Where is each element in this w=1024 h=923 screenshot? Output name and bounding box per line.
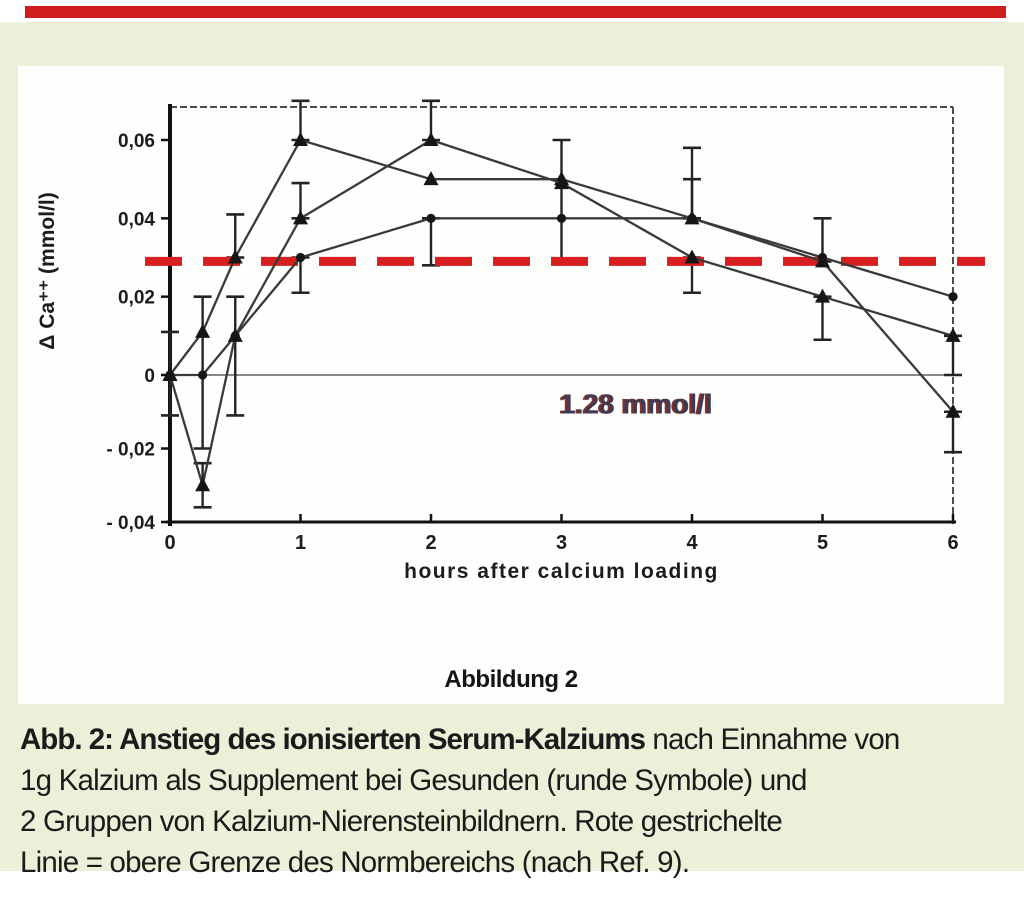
y-axis-title: Δ Ca⁺⁺ (mmol/l) <box>36 192 59 349</box>
figure-panel: 0,06 0,04 0,02 0 - 0,02 - 0,04 0 1 2 3 4 5 6 hours af… <box>0 22 1024 879</box>
triangle-marker <box>293 131 308 146</box>
triangle-marker <box>684 249 700 264</box>
y-tick-label: 0,06 <box>118 131 155 152</box>
x-tick-label: 2 <box>425 532 436 554</box>
y-tick-label: 0,02 <box>118 288 155 309</box>
triangle-marker <box>227 249 243 264</box>
x-tick-label: 6 <box>947 532 958 554</box>
x-tick-label: 1 <box>295 532 306 554</box>
x-axis-title: hours after calcium loading <box>404 560 719 583</box>
svg-text:1.28 mmol/l: 1.28 mmol/l <box>558 388 711 419</box>
x-tick-label: 0 <box>164 532 175 554</box>
y-tick-label: - 0,04 <box>106 513 155 534</box>
y-tick-label: - 0,02 <box>106 440 155 461</box>
caption-line-4: Linie = obere Grenze des Normbereichs (n… <box>20 846 690 879</box>
error-bars <box>161 99 962 509</box>
figure-chart-svg: 0,06 0,04 0,02 0 - 0,02 - 0,04 0 1 2 3 4 5 6 hours af… <box>36 99 985 583</box>
series-stoneformers-1 <box>162 131 961 418</box>
triangle-marker <box>423 131 439 146</box>
triangle-marker <box>815 288 830 303</box>
x-tick-label: 4 <box>686 532 698 554</box>
annotation-1-28-mmol: 1.28 mmol/l1.28 mmol/l <box>558 388 713 419</box>
figure-label: Abbildung 2 <box>444 666 578 693</box>
triangle-marker <box>945 403 961 418</box>
caption-line-2: 1g Kalzium als Supplement bei Gesunden (… <box>20 764 807 797</box>
circle-marker <box>426 213 436 223</box>
caption-line-1-rest: nach Einnahme von <box>644 723 900 756</box>
circle-marker <box>556 213 567 223</box>
caption-line-3: 2 Gruppen von Kalzium-Nierensteinbildner… <box>20 805 783 838</box>
circle-marker <box>948 292 958 302</box>
x-tick-label: 3 <box>556 532 567 554</box>
caption-line-1: Abb. 2: Anstieg des ionisierten Serum-Ka… <box>20 719 1010 760</box>
triangle-marker <box>195 323 211 338</box>
triangle-marker <box>162 367 178 381</box>
figure-card: 0,06 0,04 0,02 0 - 0,02 - 0,04 0 1 2 3 4 5 6 hours af… <box>18 66 1004 704</box>
caption-bold-part: Abb. 2: Anstieg des ionisierten Serum-Ka… <box>20 723 646 756</box>
triangle-marker <box>554 175 569 190</box>
y-tick-label: 0,04 <box>118 209 155 230</box>
triangle-marker <box>195 477 211 492</box>
y-tick-label: 0 <box>144 366 155 387</box>
circle-marker <box>198 370 208 380</box>
triangle-marker <box>684 210 700 225</box>
axes: 0,06 0,04 0,02 0 - 0,02 - 0,04 0 1 2 3 4 5 6 hours af… <box>36 131 959 583</box>
triangle-marker <box>227 327 243 342</box>
triangle-marker <box>945 327 961 342</box>
triangle-marker <box>423 171 439 186</box>
red-top-rule <box>25 6 1006 18</box>
svg-text:1.28 mmol/l: 1.28 mmol/l <box>560 388 713 419</box>
series-stoneformers-2 <box>162 131 961 492</box>
figure-caption: Abb. 2: Anstieg des ionisierten Serum-Ka… <box>20 719 1010 883</box>
triangle-marker <box>815 253 830 268</box>
x-tick-label: 5 <box>817 532 828 554</box>
triangle-marker <box>293 210 308 225</box>
circle-marker <box>295 252 306 263</box>
